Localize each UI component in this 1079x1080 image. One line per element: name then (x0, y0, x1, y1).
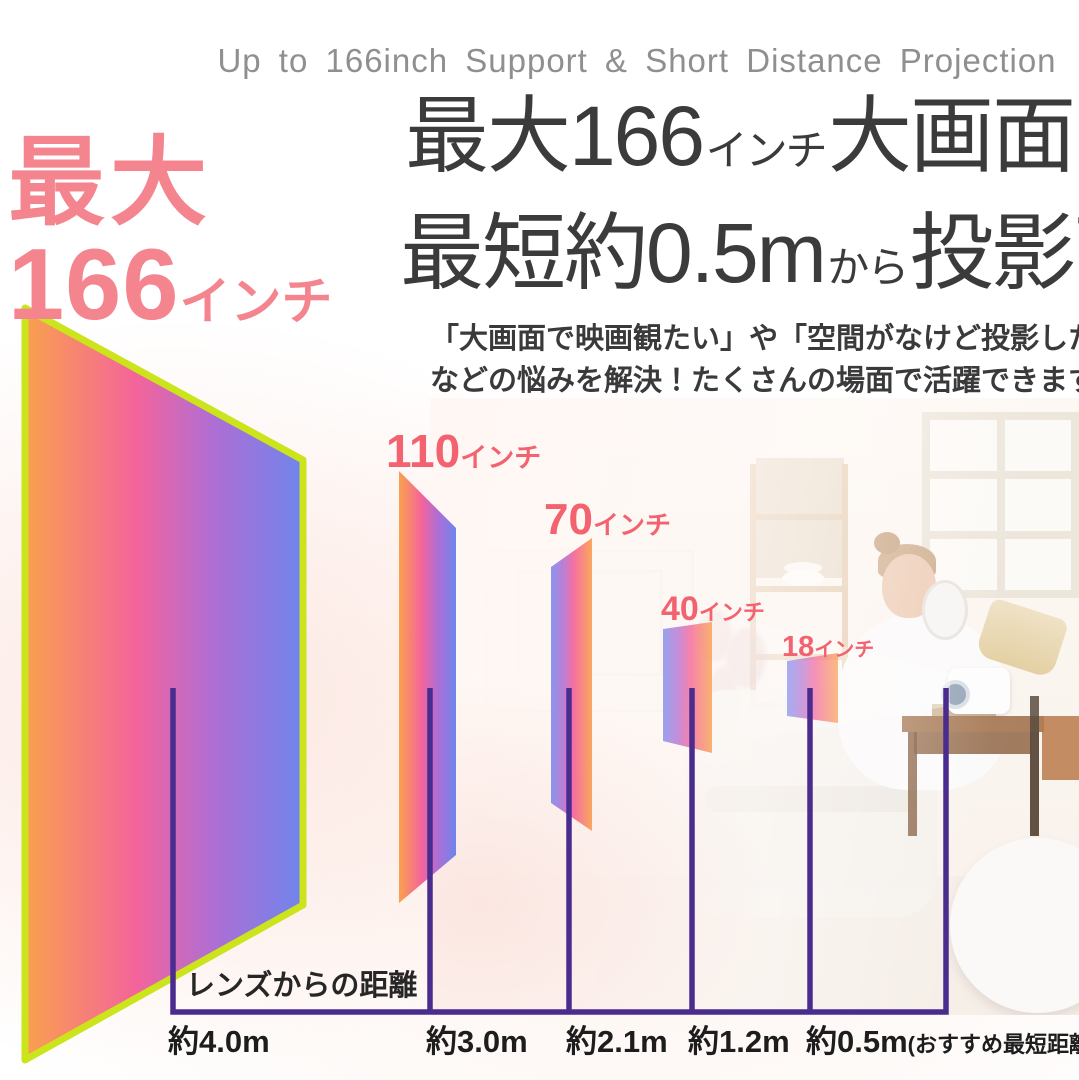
title-kara-small: から (827, 244, 909, 291)
screen-70inch (551, 538, 592, 831)
title-inch-small: インチ (705, 127, 828, 174)
distance-axis (170, 688, 949, 1015)
size-label-70: 70インチ (544, 495, 671, 545)
max-size-badge: 最大 166インチ (8, 134, 333, 336)
distance-label-0-5m: 約0.5m(おすすめ最短距離) (806, 1016, 1079, 1061)
badge-value-row: 166インチ (8, 235, 333, 336)
main-title-line1: 最大166 インチ 大画面 (400, 90, 1079, 207)
size-label-18: 18インチ (782, 631, 874, 664)
size-value: 70 (544, 495, 593, 544)
distance-value: 約0.5m (806, 1024, 908, 1059)
subtitle-english: Up to 166inch Support & Short Distance P… (217, 42, 1057, 79)
screen-40inch (663, 622, 712, 753)
title-bigscreen: 大画面 (828, 89, 1076, 183)
description-line1: 「大画面で映画観たい」や「空間がなけど投影したい」 (430, 323, 1079, 355)
badge-prefix: 最大 (8, 128, 212, 237)
size-unit: インチ (460, 443, 542, 473)
main-title: 最大166 インチ 大画面 最短約0.5m から 投影可 (400, 90, 1079, 324)
size-label-40: 40インチ (661, 590, 765, 629)
size-value: 18 (782, 631, 815, 663)
size-value: 40 (661, 590, 699, 628)
main-title-line2: 最短約0.5m から 投影可 (400, 207, 1079, 324)
living-room-photo (430, 398, 1079, 1015)
badge-unit: インチ (179, 273, 333, 330)
description-line2: などの悩みを解決！たくさんの場面で活躍できます (430, 365, 1079, 398)
distance-label-3m: 約3.0m (426, 1024, 528, 1059)
title-projection-ok: 投影可 (909, 206, 1079, 300)
distance-label-1-2m: 約1.2m (688, 1024, 790, 1059)
size-value: 110 (386, 425, 461, 477)
title-max166: 最大166 (404, 89, 705, 183)
axis-baseline (170, 688, 949, 1015)
title-min-distance: 最短約0.5m (400, 206, 827, 300)
size-unit: インチ (698, 600, 765, 625)
size-label-110: 110インチ (386, 424, 541, 478)
screen-110inch (399, 471, 456, 903)
distance-label-2-1m: 約2.1m (566, 1024, 668, 1059)
description-text: 「大画面で映画観たい」や「空間がなけど投影したい」 などの悩みを解決！たくさんの… (430, 318, 1079, 402)
screen-166inch (21, 304, 307, 1064)
distance-label-4m: 約4.0m (168, 1024, 270, 1059)
axis-title: レンズからの距離 (186, 970, 418, 1002)
size-unit: インチ (592, 510, 671, 540)
size-unit: インチ (814, 639, 875, 661)
distance-note: (おすすめ最短距離) (907, 1032, 1079, 1057)
badge-value: 166 (8, 229, 180, 341)
